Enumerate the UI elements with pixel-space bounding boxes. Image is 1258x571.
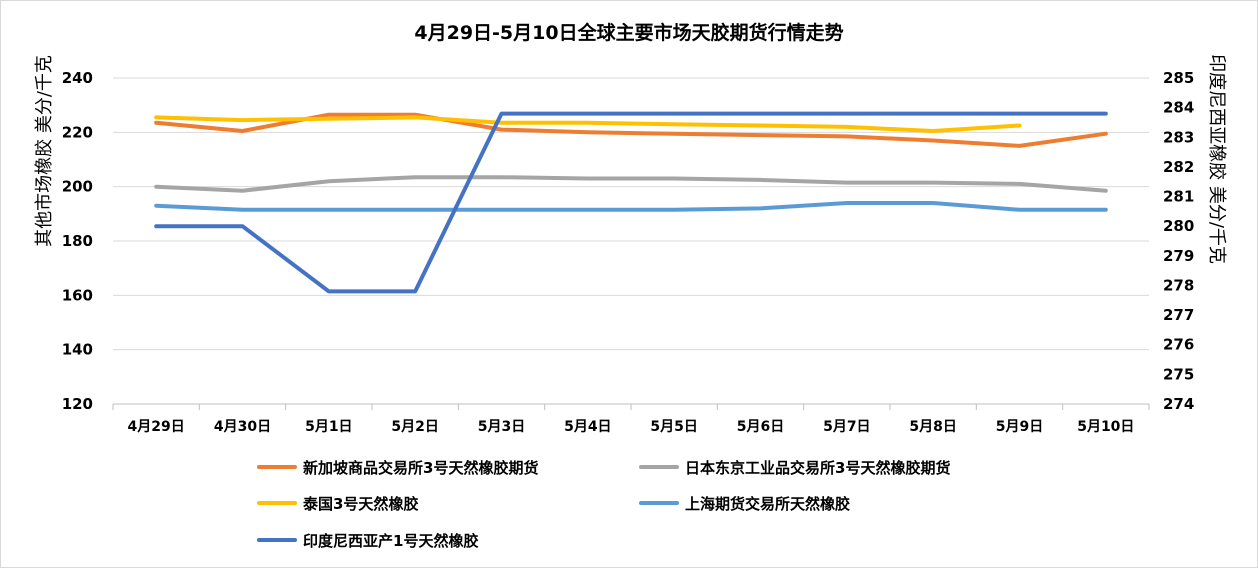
series-lines — [154, 111, 1108, 294]
right-tick-label: 283 — [1163, 128, 1194, 146]
left-tick-label: 200 — [62, 178, 93, 196]
right-tick-label: 282 — [1163, 158, 1194, 176]
legend-entry: 新加坡商品交易所3号天然橡胶期货 — [303, 459, 538, 477]
chart-title: 4月29日-5月10日全球主要市场天胶期货行情走势 — [414, 21, 843, 44]
x-tick-label: 5月3日 — [478, 419, 525, 435]
x-tick-label: 5月1日 — [305, 419, 352, 435]
x-tick-label: 4月30日 — [214, 419, 271, 435]
series-line-3 — [154, 115, 1022, 133]
legend-entry: 上海期货交易所天然橡胶 — [685, 495, 850, 513]
left-tick-label: 160 — [62, 286, 93, 304]
left-tick-label: 120 — [62, 395, 93, 413]
left-tick-label: 220 — [62, 123, 93, 141]
right-tick-label: 281 — [1163, 188, 1194, 206]
x-axis-ticks: 4月29日 4月30日 5月1日 5月2日 5月3日 5月4日 5月5日 5月6日 5月7日 5月… — [128, 419, 1135, 435]
left-axis-ticks: 120 140 160 180 200 220 240 — [62, 69, 93, 413]
x-tick-label: 5月5日 — [650, 419, 697, 435]
legend-entry: 印度尼西亚产1号天然橡胶 — [303, 532, 478, 550]
right-tick-label: 275 — [1163, 365, 1194, 383]
legend-entry: 泰国3号天然橡胶 — [302, 495, 418, 513]
right-tick-label: 277 — [1163, 306, 1194, 324]
x-tick-label: 4月29日 — [128, 419, 185, 435]
left-tick-label: 240 — [62, 69, 93, 87]
right-tick-label: 274 — [1163, 395, 1194, 413]
right-tick-label: 278 — [1163, 276, 1194, 294]
right-axis-label: 印度尼西亚橡胶 美分/千克 — [1206, 54, 1227, 264]
x-tick-label: 5月4日 — [564, 419, 611, 435]
left-axis-label: 其他市场橡胶 美分/千克 — [34, 55, 55, 247]
axes — [112, 403, 1150, 410]
x-tick-label: 5月2日 — [391, 419, 438, 435]
left-tick-label: 180 — [62, 232, 93, 250]
legend: 新加坡商品交易所3号天然橡胶期货 日本东京工业品交易所3号天然橡胶期货泰国3号天然… — [257, 459, 950, 550]
right-tick-label: 279 — [1163, 247, 1194, 265]
right-tick-label: 284 — [1163, 99, 1194, 117]
left-tick-label: 140 — [62, 341, 93, 359]
x-tick-label: 5月8日 — [909, 419, 956, 435]
legend-entry: 日本东京工业品交易所3号天然橡胶期货 — [685, 459, 950, 477]
series-line-2 — [154, 175, 1108, 193]
x-tick-label: 5月9日 — [996, 419, 1043, 435]
series-line-4 — [154, 201, 1108, 212]
x-tick-label: 5月10日 — [1077, 419, 1134, 435]
right-tick-label: 276 — [1163, 336, 1194, 354]
series-line-5 — [154, 111, 1108, 294]
right-tick-label: 280 — [1163, 217, 1194, 235]
x-tick-label: 5月7日 — [823, 419, 870, 435]
right-tick-label: 285 — [1163, 69, 1194, 87]
right-axis-ticks: 274 275 276 277 278 279 280 281 282 283 284 285 — [1163, 69, 1194, 413]
x-tick-label: 5月6日 — [737, 419, 784, 435]
